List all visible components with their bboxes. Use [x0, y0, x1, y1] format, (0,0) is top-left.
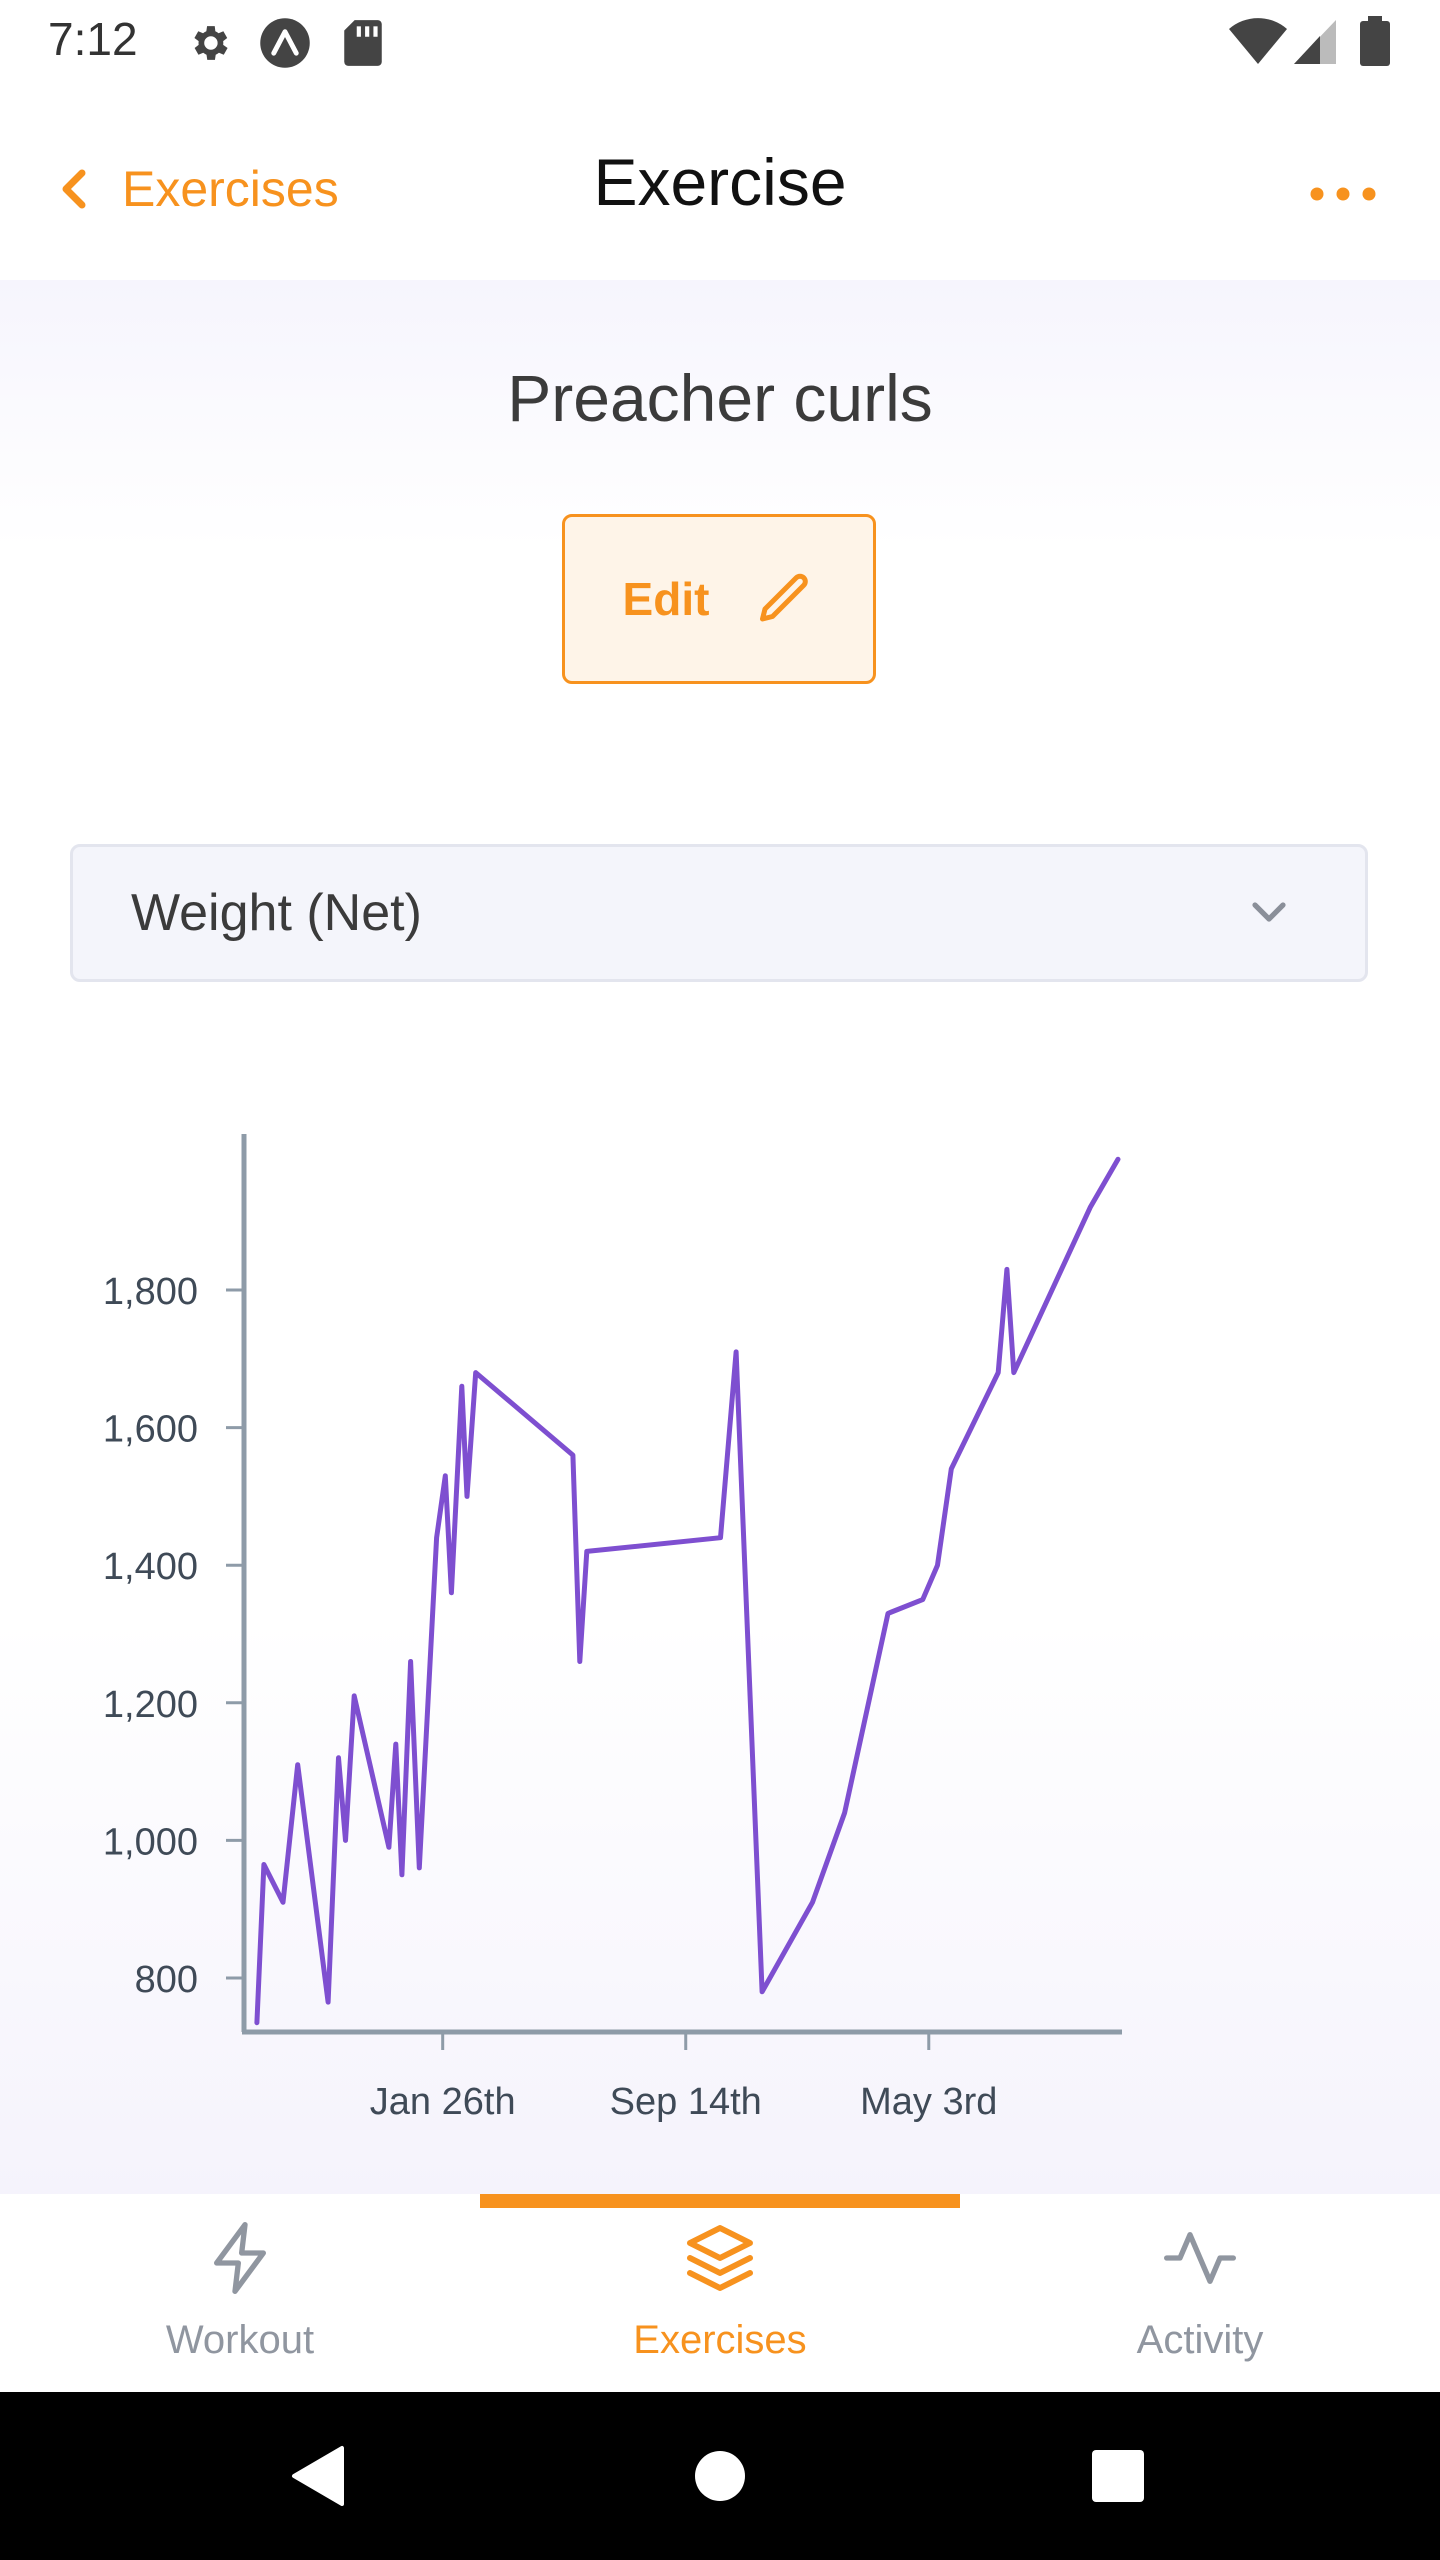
layers-icon — [687, 2225, 753, 2291]
status-bar: 7:12 — [0, 0, 1440, 84]
tab-activity-label: Activity — [1136, 2318, 1264, 2362]
edit-label: Edit — [622, 573, 710, 625]
y-tick-label: 1,200 — [103, 1684, 198, 1726]
y-tick-label: 1,800 — [103, 1271, 198, 1313]
y-tick-label: 1,000 — [103, 1821, 198, 1863]
x-tick-label: Jan 26th — [370, 2081, 516, 2123]
system-nav-bar — [0, 2392, 1440, 2560]
tab-workout[interactable]: Workout — [0, 2194, 480, 2392]
activity-icon — [1164, 2232, 1236, 2284]
x-tick-label: Sep 14th — [610, 2081, 762, 2123]
weight-chart: 800 1,000 1,200 1,400 1,600 1,800 Jan 26th Sep … — [0, 1130, 1440, 2190]
exercise-name: Preacher curls — [507, 361, 933, 435]
back-label: Exercises — [122, 161, 339, 217]
signal-icon — [1294, 20, 1336, 64]
status-time: 7:12 — [48, 13, 138, 65]
metric-select-value: Weight (Net) — [131, 884, 422, 942]
sd-card-icon — [344, 20, 382, 66]
back-button[interactable]: Exercises — [56, 144, 339, 234]
expo-icon — [260, 18, 310, 68]
tab-activity[interactable]: Activity — [960, 2194, 1440, 2392]
tab-exercises-label: Exercises — [633, 2318, 807, 2362]
wifi-icon — [1229, 18, 1287, 64]
y-tick-label: 1,600 — [103, 1409, 198, 1451]
chevron-left-icon — [62, 169, 86, 209]
active-tab-indicator — [480, 2194, 960, 2208]
more-options-button[interactable] — [1298, 164, 1388, 224]
bottom-tab-bar: Workout Exercises Activity — [0, 2194, 1440, 2392]
weight-line-chart: 800 1,000 1,200 1,400 1,600 1,800 Jan 26th Sep … — [103, 1134, 1122, 2123]
header: Exercises Exercise — [0, 84, 1440, 280]
battery-icon — [1360, 16, 1390, 66]
chevron-down-icon — [1252, 902, 1286, 922]
series-line — [254, 1156, 1121, 2026]
metric-select[interactable]: Weight (Net) — [70, 844, 1368, 982]
pencil-icon — [760, 573, 809, 622]
back-triangle-icon[interactable] — [290, 2444, 346, 2508]
tab-exercises[interactable]: Exercises — [480, 2194, 960, 2392]
y-tick-label: 800 — [135, 1959, 198, 2001]
x-tick-label: May 3rd — [860, 2081, 997, 2123]
tab-workout-label: Workout — [165, 2318, 315, 2362]
exercise-content: Preacher curls Edit Weight (Net) 800 1,00… — [0, 280, 1440, 2194]
more-horizontal-icon — [1310, 187, 1376, 201]
lightning-icon — [214, 2222, 266, 2294]
home-circle-icon[interactable] — [694, 2450, 746, 2502]
recents-square-icon[interactable] — [1092, 2450, 1144, 2502]
edit-button[interactable]: Edit — [562, 514, 876, 684]
y-tick-label: 1,400 — [103, 1546, 198, 1588]
gear-icon — [194, 26, 228, 60]
